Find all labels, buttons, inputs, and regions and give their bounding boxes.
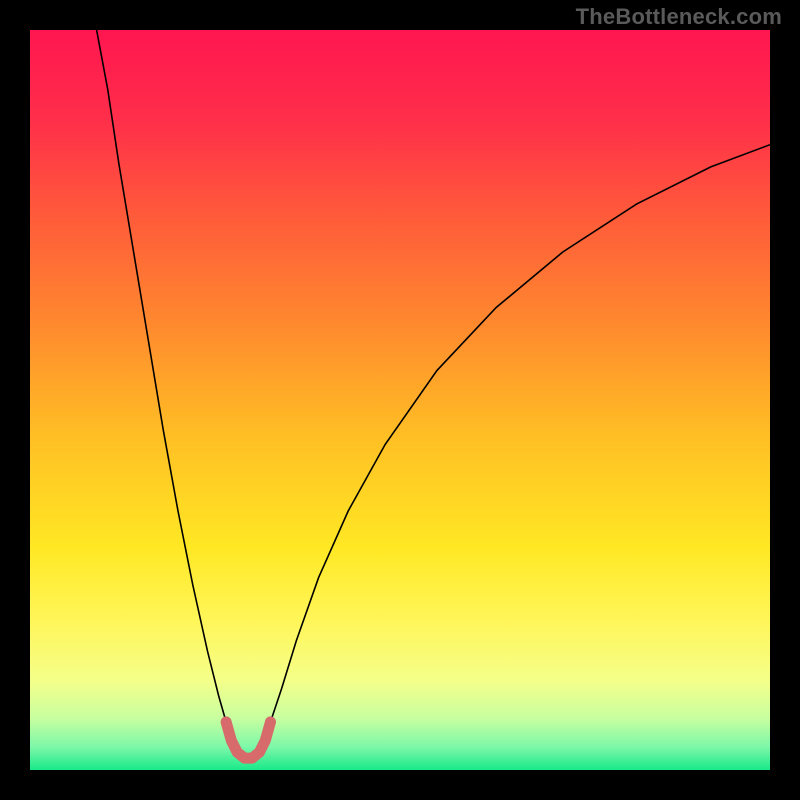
chart-background xyxy=(30,30,770,770)
chart-frame: TheBottleneck.com xyxy=(0,0,800,800)
chart-svg xyxy=(30,30,770,770)
plot-area xyxy=(30,30,770,770)
watermark-text: TheBottleneck.com xyxy=(576,4,782,30)
